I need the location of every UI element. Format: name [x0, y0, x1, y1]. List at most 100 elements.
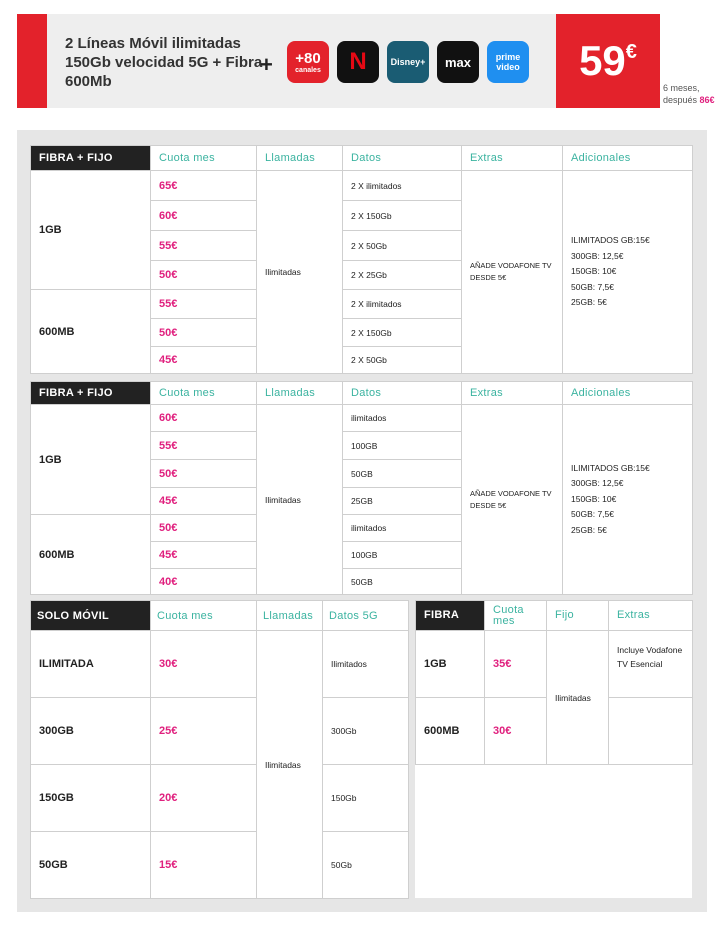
empty-cell — [608, 697, 693, 765]
calls-cell: Ilimitadas — [256, 630, 323, 899]
table-row: 1GB 65€ Ilimitadas 2 X ilimitados AÑADE VODA… — [30, 170, 693, 374]
column-header: Adicionales — [562, 145, 693, 171]
column-header: Cuota mes — [150, 381, 257, 405]
column-header: Cuota mes — [484, 600, 547, 631]
header-row: FIBRA + FIJO Cuota mes Llamadas Datos Extras… — [30, 381, 693, 405]
column-header: SOLO MÓVIL — [30, 600, 151, 631]
column-header: FIBRA + FIJO — [30, 145, 151, 171]
header-row: SOLO MÓVIL Cuota mes Llamadas Datos 5G — [30, 600, 409, 631]
additional-item: 25GB: 5€ — [571, 524, 607, 535]
promo-price: 59 € — [556, 14, 660, 108]
table-row: 55€ 100GB — [31, 431, 693, 460]
monthly-price: 30€ — [150, 630, 257, 698]
table-row: 50GB 15€ 50Gb — [30, 831, 409, 899]
additional-item: 150GB: 10€ — [571, 266, 617, 277]
data-cell: 2 X 25Gb — [342, 260, 462, 290]
header-row: FIBRA Cuota mes Fijo Extras — [415, 600, 693, 631]
table-row: 40€ 50GB — [31, 568, 693, 595]
fibra-table: FIBRA Cuota mes Fijo Extras 1GB 35€ Ilimitadas… — [415, 600, 693, 765]
data-cell: 300Gb — [322, 697, 409, 765]
plan-label: 300GB — [30, 697, 151, 765]
price-currency: € — [625, 40, 637, 63]
additional-data-cell: ILIMITADOS GB:15€ 300GB: 12,5€ 150GB: 10€ 5… — [562, 404, 693, 595]
calls-cell: Ilimitadas — [256, 170, 343, 374]
prime-video-logo-text: prime — [495, 52, 521, 62]
table-row: 45€ 2 X 50Gb — [31, 346, 693, 374]
data-cell: 2 X 50Gb — [342, 346, 462, 374]
data-cell: 2 X 150Gb — [342, 200, 462, 231]
disney-plus-logo: Disney+ — [387, 41, 429, 83]
extras-cell: Incluye Vodafone TV Esencial — [608, 630, 693, 698]
speed-label: 600MB — [415, 697, 485, 765]
monthly-price: 30€ — [484, 697, 547, 765]
price-value: 59 — [579, 37, 626, 84]
fibra-fijo-table-2: FIBRA + FIJO Cuota mes Llamadas Datos Extras… — [30, 381, 693, 595]
additional-item: ILIMITADOS GB:15€ — [571, 462, 650, 473]
table-row: 600MB 50€ ilimitados — [30, 514, 693, 595]
data-cell: 100GB — [342, 431, 462, 460]
column-header: Llamadas — [256, 600, 323, 631]
monthly-price: 35€ — [484, 630, 547, 698]
speed-label: 1GB — [30, 170, 151, 290]
additional-item: 300GB: 12,5€ — [571, 250, 624, 261]
table-row: ILIMITADA 30€ Ilimitadas Ilimitados — [30, 630, 409, 899]
table-row: 45€ 100GB — [31, 541, 693, 569]
table-row: 600MB 55€ 2 X ilimitados — [30, 289, 693, 374]
monthly-price: 45€ — [150, 487, 257, 515]
table-row: 600MB 30€ — [415, 697, 693, 765]
data-cell: 2 X 50Gb — [342, 230, 462, 261]
table-row: 1GB 60€ Ilimitadas ilimitados AÑADE VODAFONE… — [30, 404, 693, 595]
note-price: 86€ — [699, 95, 715, 105]
fixed-line-cell: Ilimitadas — [546, 630, 609, 765]
column-header: Llamadas — [256, 145, 343, 171]
note-line: después — [663, 95, 698, 105]
column-header: Adicionales — [562, 381, 693, 405]
max-logo-text: max — [444, 54, 472, 70]
plan-label: 50GB — [30, 831, 151, 899]
column-header: FIBRA + FIJO — [30, 381, 151, 405]
column-header: Extras — [461, 381, 563, 405]
data-cell: 25GB — [342, 487, 462, 515]
plan-label: ILIMITADA — [30, 630, 151, 698]
data-cell: ilimitados — [342, 404, 462, 432]
max-logo: max — [437, 41, 479, 83]
table-row: 300GB 25€ 300Gb — [30, 697, 409, 765]
disney-plus-logo-text: Disney+ — [390, 57, 426, 67]
extras-cell: AÑADE VODAFONE TV DESDE 5€ — [461, 170, 563, 374]
column-header: Datos 5G — [322, 600, 409, 631]
monthly-price: 20€ — [150, 764, 257, 832]
additional-item: 25GB: 5€ — [571, 297, 607, 308]
table-row: 150GB 20€ 150Gb — [30, 764, 409, 832]
monthly-price: 40€ — [150, 568, 257, 595]
speed-label: 1GB — [415, 630, 485, 698]
additional-item: 300GB: 12,5€ — [571, 478, 624, 489]
plus-sign: + — [260, 52, 273, 77]
monthly-price: 45€ — [150, 541, 257, 569]
monthly-price: 50€ — [150, 459, 257, 488]
table-row: 45€ 25GB — [31, 487, 693, 515]
additional-data-cell: ILIMITADOS GB:15€ 300GB: 12,5€ 150GB: 10€ 5… — [562, 170, 693, 374]
netflix-logo: N — [337, 41, 379, 83]
prime-video-logo-subtext: video — [496, 62, 520, 72]
monthly-price: 50€ — [150, 318, 257, 347]
canales-logo-subtext: canales — [295, 67, 321, 74]
solo-movil-table: SOLO MÓVIL Cuota mes Llamadas Datos 5G ILIMI… — [30, 600, 409, 899]
speed-label: 600MB — [30, 289, 151, 374]
prime-video-logo: prime video — [487, 41, 529, 83]
extras-cell: AÑADE VODAFONE TV DESDE 5€ — [461, 404, 563, 595]
monthly-price: 60€ — [150, 404, 257, 432]
column-header: Extras — [461, 145, 563, 171]
speed-label: 600MB — [30, 514, 151, 595]
column-header: Cuota mes — [150, 145, 257, 171]
monthly-price: 65€ — [150, 170, 257, 201]
red-accent-bar — [17, 14, 47, 108]
additional-item: 50GB: 7,5€ — [571, 281, 615, 292]
table-row: 55€ 2 X 50Gb — [31, 230, 693, 261]
data-cell: 150Gb — [322, 764, 409, 832]
data-cell: 50Gb — [322, 831, 409, 899]
data-cell: ilimitados — [342, 514, 462, 542]
data-cell: Ilimitados — [322, 630, 409, 698]
table-row: 50€ 50GB — [31, 459, 693, 488]
column-header: Llamadas — [256, 381, 343, 405]
promo-banner: 2 Líneas Móvil ilimitadas 150Gb velocida… — [17, 14, 660, 108]
